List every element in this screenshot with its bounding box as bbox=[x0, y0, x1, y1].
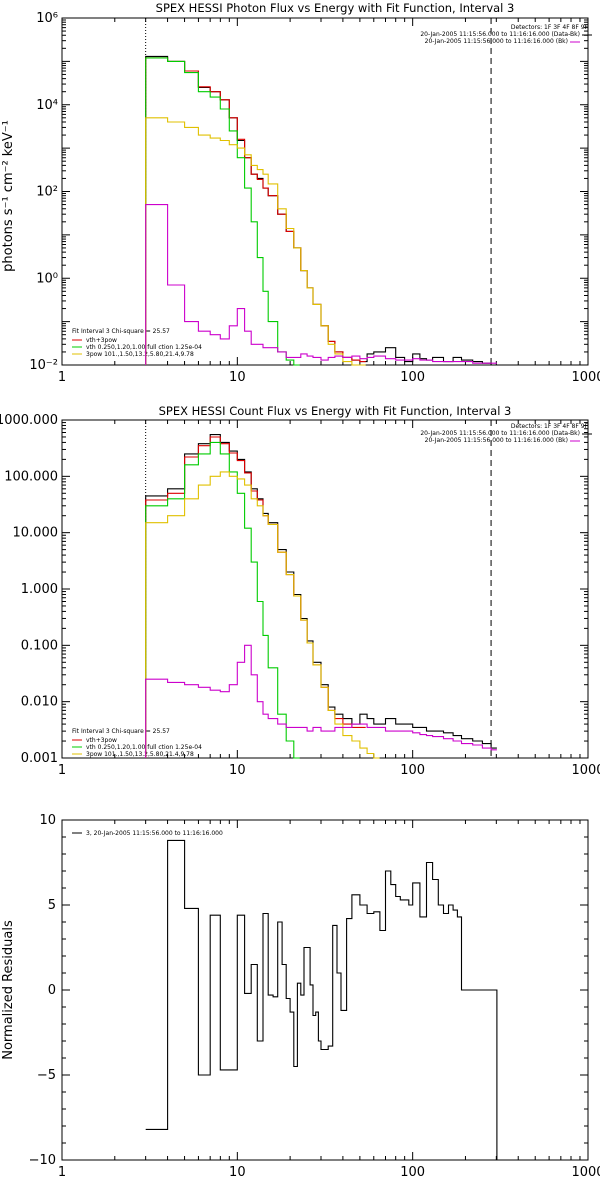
y-tick-label-0: 10² bbox=[36, 185, 58, 200]
series-line-0 bbox=[145, 839, 498, 1160]
series-line-1 bbox=[145, 436, 366, 758]
count-fit-item-2: vth 0.250,1.20,1.00 full ction 1.25e-04 bbox=[86, 744, 202, 751]
count-detectors-label: Detectors: 1F 3F 4F 8F 9F bbox=[511, 423, 589, 430]
y-tick-label-1: 0.010 bbox=[21, 695, 58, 710]
photon-data-bk-label: 20-Jan-2005 11:15:56.000 to 11:16:16.000… bbox=[420, 31, 580, 38]
count-flux-title: SPEX HESSI Count Flux vs Energy with Fit… bbox=[159, 404, 512, 418]
y-tick-label-1: 10.000 bbox=[13, 526, 59, 541]
series-line-2 bbox=[145, 441, 300, 759]
y-tick-label-0: 10⁻² bbox=[29, 358, 58, 373]
series-line-3 bbox=[145, 117, 366, 366]
x-tick-label-0: 10 bbox=[229, 370, 246, 385]
x-tick-label-0: 1 bbox=[58, 370, 66, 385]
x-tick-label-1: 1000 bbox=[571, 763, 600, 778]
x-tick-label-2: 10 bbox=[229, 1165, 246, 1180]
x-tick-label-0: 1000 bbox=[571, 370, 600, 385]
photon-flux-title: SPEX HESSI Photon Flux vs Energy with Fi… bbox=[156, 1, 515, 15]
photon-flux-ylabel: photons s⁻¹ cm⁻² keV⁻¹ bbox=[1, 120, 16, 272]
x-tick-label-0: 100 bbox=[400, 370, 425, 385]
y-tick-label-1: 1.000 bbox=[21, 582, 58, 597]
y-tick-label-1: 1000.000 bbox=[0, 413, 58, 428]
count-data-bk-label: 20-Jan-2005 11:15:56.000 to 11:16:16.000… bbox=[420, 430, 580, 437]
plot-frame-1 bbox=[61, 419, 589, 759]
photon-bk-label: 20-Jan-2005 11:15:56.000 to 11:16:16.000… bbox=[425, 38, 568, 45]
x-tick-label-2: 100 bbox=[400, 1165, 425, 1180]
count-bk-label: 20-Jan-2005 11:15:56.000 to 11:16:16.000… bbox=[425, 437, 568, 444]
plot-frame-2 bbox=[61, 819, 589, 1161]
series-line-4 bbox=[145, 204, 497, 365]
series-line-4 bbox=[145, 644, 497, 758]
y-tick-label-0: 10⁶ bbox=[36, 11, 58, 26]
residuals-panel: Normalized Residuals 3, 20-Jan-2005 11:1… bbox=[1, 813, 600, 1180]
y-tick-label-1: 100.000 bbox=[4, 469, 58, 484]
y-tick-label-0: 10⁴ bbox=[36, 98, 58, 113]
count-fit-item-1: vth+3pow bbox=[86, 737, 117, 744]
series-line-3 bbox=[145, 471, 380, 759]
x-tick-label-1: 100 bbox=[400, 763, 425, 778]
y-tick-label-2: 10 bbox=[39, 813, 56, 828]
x-tick-label-2: 1000 bbox=[571, 1165, 600, 1180]
x-tick-label-2: 1 bbox=[58, 1165, 66, 1180]
count-fit-item-3: 3pow 101.,1.50,13.2,5.80,21.4,9.78 bbox=[86, 751, 194, 758]
y-tick-label-2: −10 bbox=[29, 1153, 56, 1168]
y-tick-label-1: 0.100 bbox=[21, 638, 58, 653]
series-line-0 bbox=[145, 434, 497, 758]
count-flux-panel: SPEX HESSI Count Flux vs Energy with Fit… bbox=[0, 404, 600, 778]
photon-flux-panel: SPEX HESSI Photon Flux vs Energy with Fi… bbox=[1, 1, 600, 385]
photon-fit-header: Fit Interval 3 Chi-square = 25.57 bbox=[72, 328, 170, 335]
y-tick-label-2: −5 bbox=[37, 1068, 56, 1083]
x-tick-label-1: 1 bbox=[58, 763, 66, 778]
plot-frame-0 bbox=[61, 17, 589, 366]
y-tick-label-1: 0.001 bbox=[21, 751, 58, 766]
photon-fit-item-1: vth+3pow bbox=[86, 337, 117, 344]
residuals-legend: 3, 20-Jan-2005 11:15:56.000 to 11:16:16.… bbox=[86, 830, 223, 837]
residuals-ylabel: Normalized Residuals bbox=[1, 920, 16, 1060]
photon-fit-item-2: vth 0.250,1.20,1.00 full ction 1.25e-04 bbox=[86, 344, 202, 351]
count-fit-header: Fit Interval 3 Chi-square = 25.57 bbox=[72, 728, 170, 735]
y-tick-label-2: 5 bbox=[48, 898, 56, 913]
y-tick-label-2: 0 bbox=[48, 983, 56, 998]
y-tick-label-0: 10⁰ bbox=[36, 271, 58, 286]
photon-detectors-label: Detectors: 1F 3F 4F 8F 9F bbox=[511, 24, 589, 31]
photon-fit-item-3: 3pow 101.,1.50,13.2,5.80,21.4,9.78 bbox=[86, 351, 194, 358]
x-tick-label-1: 10 bbox=[229, 763, 246, 778]
series-line-2 bbox=[145, 57, 300, 366]
series-line-1 bbox=[145, 57, 366, 365]
